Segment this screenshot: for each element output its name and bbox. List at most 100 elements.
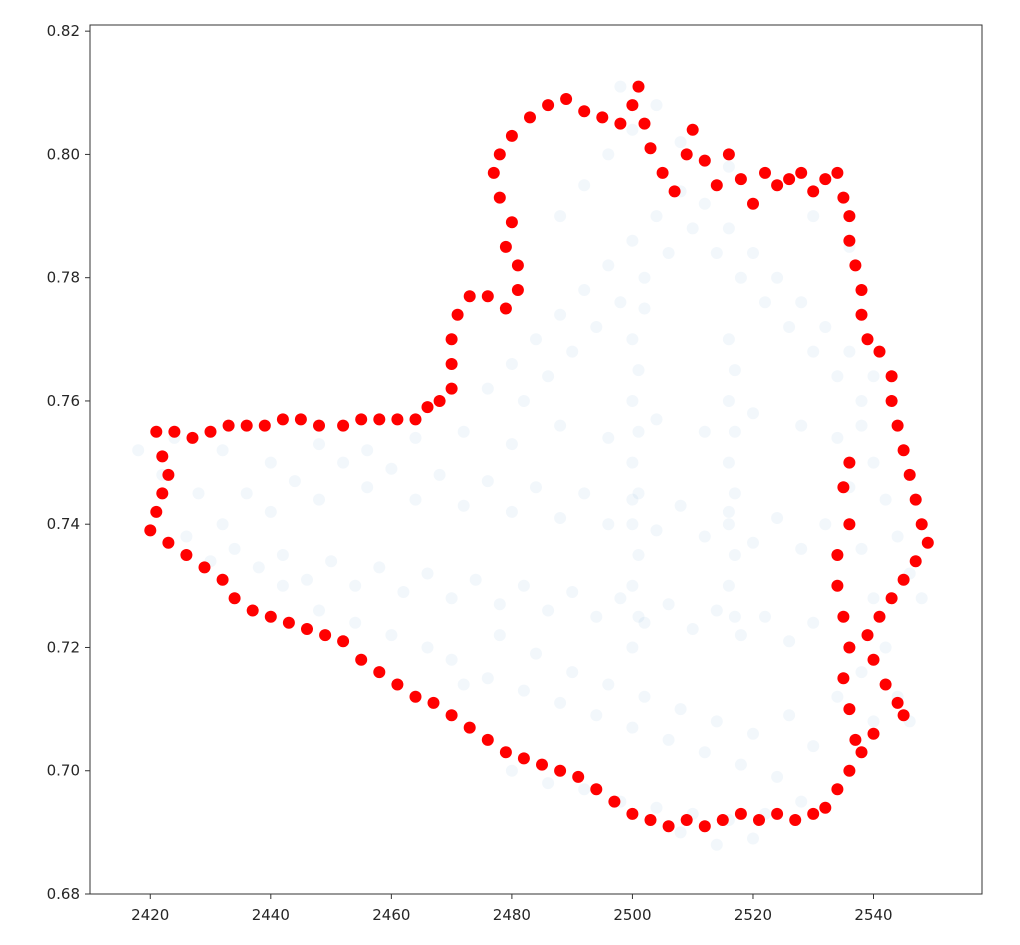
boundary-point: [632, 80, 645, 93]
interior-point: [216, 444, 229, 457]
boundary-point: [228, 592, 241, 605]
boundary-point: [560, 93, 573, 105]
boundary-point: [499, 240, 512, 253]
boundary-point: [795, 166, 808, 179]
boundary-point: [493, 148, 506, 161]
boundary-point: [686, 123, 699, 136]
interior-point: [722, 222, 735, 235]
interior-point: [626, 641, 639, 654]
interior-point: [734, 629, 747, 642]
boundary-point: [337, 419, 350, 432]
interior-point: [783, 709, 796, 722]
interior-point: [626, 395, 639, 407]
boundary-point: [855, 746, 868, 759]
boundary-point: [313, 419, 325, 432]
boundary-point: [680, 148, 693, 161]
interior-point: [867, 456, 880, 469]
interior-point: [674, 826, 687, 839]
boundary-point: [186, 431, 199, 444]
interior-point: [132, 444, 145, 457]
boundary-point: [614, 117, 627, 130]
interior-point: [747, 727, 759, 740]
boundary-point: [258, 419, 271, 432]
series-layer: [132, 80, 934, 851]
interior-point: [819, 321, 832, 333]
boundary-point: [445, 333, 458, 346]
interior-point: [807, 616, 820, 629]
y-axis: 0.68 0.70 0.72 0.74 0.76 0.78 0.80 0.82: [47, 22, 90, 903]
interior-point: [650, 210, 663, 223]
interior-point: [867, 715, 880, 728]
interior-point: [240, 487, 253, 500]
interior-point: [276, 549, 289, 561]
boundary-point: [355, 413, 368, 426]
boundary-point: [861, 629, 874, 642]
interior-point: [554, 308, 567, 321]
interior-point: [373, 561, 386, 574]
interior-point: [602, 148, 615, 161]
boundary-point: [698, 820, 711, 833]
interior-point: [626, 579, 639, 592]
interior-point: [638, 690, 651, 703]
boundary-point: [511, 259, 524, 272]
boundary-point: [837, 191, 850, 204]
interior-point: [542, 370, 555, 383]
interior-point: [722, 518, 735, 531]
interior-point: [795, 795, 808, 808]
interior-point: [542, 604, 555, 617]
interior-point: [855, 419, 868, 432]
interior-point: [771, 512, 784, 524]
interior-point: [698, 746, 711, 759]
interior-point: [192, 487, 205, 500]
boundary-point: [771, 807, 784, 820]
boundary-point: [885, 395, 898, 407]
boundary-point: [759, 166, 771, 179]
interior-point: [578, 487, 591, 500]
interior-point: [578, 284, 591, 296]
boundary-point: [421, 401, 434, 414]
interior-point: [337, 456, 350, 469]
boundary-point: [445, 382, 458, 395]
boundary-point: [837, 672, 850, 685]
interior-point: [747, 407, 759, 420]
boundary-point: [445, 709, 458, 722]
interior-point: [409, 493, 422, 506]
boundary-point: [747, 197, 759, 210]
interior-point: [722, 333, 735, 346]
boundary-point: [608, 795, 621, 808]
boundary-point: [837, 481, 850, 494]
boundary-point: [921, 536, 934, 549]
interior-point: [807, 345, 820, 358]
boundary-point: [897, 573, 910, 586]
boundary-point: [499, 302, 512, 315]
boundary-point: [294, 413, 307, 426]
interior-point: [361, 481, 374, 494]
interior-point: [638, 616, 651, 629]
boundary-point: [373, 666, 386, 679]
interior-point: [264, 505, 277, 518]
interior-point: [493, 598, 506, 611]
interior-point: [632, 610, 645, 623]
interior-point: [216, 518, 229, 531]
interior-point: [409, 431, 422, 444]
interior-point: [783, 635, 796, 648]
boundary-point: [505, 216, 518, 229]
boundary-point: [831, 166, 844, 179]
x-tick-label: 2540: [854, 906, 892, 924]
boundary-point: [198, 561, 211, 574]
interior-point: [180, 530, 193, 543]
boundary-point: [156, 450, 169, 463]
interior-point: [662, 598, 675, 611]
interior-point: [469, 573, 482, 586]
boundary-series: [144, 80, 934, 833]
interior-point: [698, 425, 711, 438]
x-tick-label: 2500: [613, 906, 651, 924]
interior-point: [819, 518, 832, 531]
boundary-point: [861, 333, 874, 346]
interior-point: [855, 542, 868, 555]
boundary-point: [891, 696, 904, 709]
y-tick-label: 0.70: [47, 762, 80, 780]
interior-point: [626, 518, 639, 531]
boundary-point: [282, 616, 295, 629]
